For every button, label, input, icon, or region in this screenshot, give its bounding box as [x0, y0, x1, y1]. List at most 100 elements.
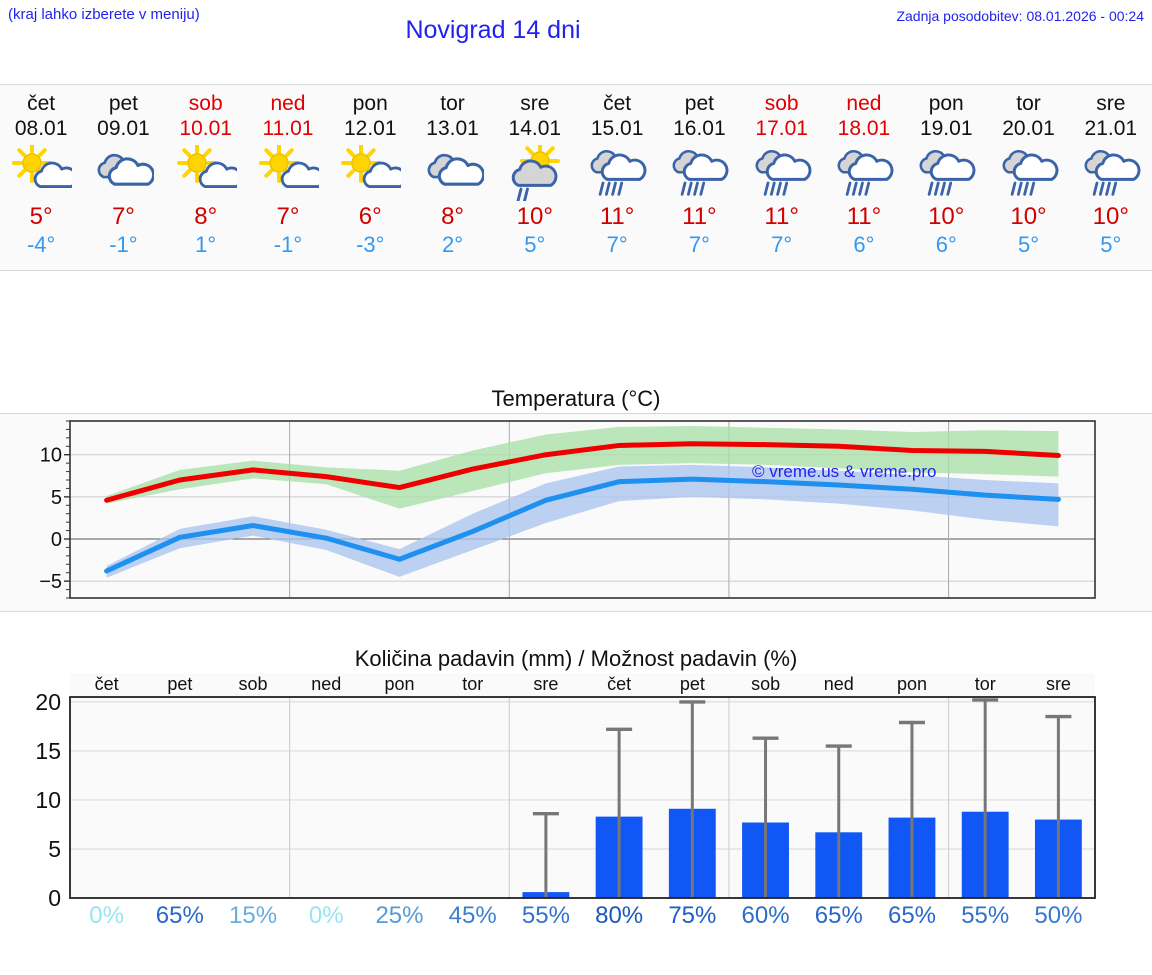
page-title: Novigrad 14 dni	[405, 16, 581, 44]
svg-text:5: 5	[48, 836, 61, 862]
menu-hint-text: (kraj lahko izberete v meniju)	[8, 6, 200, 23]
precip-day-label: čet	[607, 674, 632, 694]
sun-cloud-icon	[247, 143, 329, 203]
svg-text:5: 5	[51, 487, 62, 509]
day-max-temperature: 10°	[928, 203, 965, 230]
day-max-temperature: 11°	[682, 203, 717, 230]
day-max-temperature: 11°	[846, 203, 882, 230]
sun-cloud-icon	[0, 143, 82, 203]
precip-day-label: sob	[238, 674, 268, 694]
day-date: 15.01	[590, 117, 644, 140]
svg-text:10: 10	[40, 445, 62, 467]
precip-day-label: tor	[462, 674, 484, 694]
day-name: sre	[1096, 92, 1126, 115]
day-min-temperature: 6°	[853, 232, 875, 257]
day-date: 20.01	[1002, 117, 1055, 140]
day-column[interactable]: sre 14.01 10° 5°	[494, 85, 576, 270]
day-name: ned	[270, 92, 306, 115]
precip-day-label: sre	[533, 674, 559, 694]
temperature-chart-title: Temperatura (°C)	[491, 386, 661, 411]
day-column[interactable]: tor 13.01 8° 2°	[411, 85, 493, 270]
sun-cloud-rain-icon	[494, 143, 576, 203]
day-name: čet	[603, 92, 632, 115]
day-column[interactable]: čet 08.01 5° -4°	[0, 85, 82, 270]
day-column[interactable]: tor 20.01 10° 5°	[987, 85, 1069, 270]
day-date: 08.01	[14, 117, 68, 140]
temperature-svg: −5 0 5 10	[39, 420, 1096, 599]
svg-text:−5: −5	[39, 571, 62, 593]
cloud-rain-icon	[823, 143, 905, 203]
cloud-rain-icon	[1070, 143, 1152, 203]
day-column[interactable]: ned 11.01 7° -1°	[247, 85, 329, 270]
day-min-temperature: 7°	[606, 232, 628, 257]
precip-day-label: pet	[679, 674, 705, 694]
precip-day-label: čet	[94, 674, 119, 694]
day-date: 11.01	[262, 117, 314, 140]
cloud-icon	[82, 143, 164, 203]
precipitation-probability-row: 0% 65% 15% 0% 25% 45% 55% 80% 75% 60% 65% 65% 55% 50%	[70, 902, 1095, 930]
temperature-chart-canvas: −5 0 5 10	[0, 413, 1152, 610]
precip-probability-label: 60%	[741, 902, 790, 929]
precip-day-label: pon	[384, 674, 415, 694]
day-max-temperature: 5°	[29, 203, 53, 230]
day-column[interactable]: sob 17.01 11° 7°	[741, 85, 823, 270]
day-date: 10.01	[179, 117, 232, 140]
cloud-icon	[411, 143, 493, 203]
day-name: sob	[764, 92, 799, 115]
day-min-temperature: 5°	[524, 232, 546, 257]
day-max-temperature: 6°	[358, 203, 382, 230]
day-date: 19.01	[919, 117, 973, 140]
cloud-rain-icon	[987, 143, 1069, 203]
day-column[interactable]: pon 19.01 10° 6°	[905, 85, 987, 270]
day-min-temperature: 5°	[1100, 232, 1122, 257]
precip-probability-label: 50%	[1034, 902, 1083, 929]
day-date: 21.01	[1084, 117, 1138, 140]
last-update-label: Zadnja posodobitev: 08.01.2026 - 00:24	[896, 8, 1144, 24]
precip-day-label: ned	[823, 674, 854, 694]
precip-day-label: pet	[167, 674, 193, 694]
day-date: 14.01	[508, 117, 562, 140]
day-max-temperature: 8°	[194, 203, 218, 230]
day-column[interactable]: pet 16.01 11° 7°	[658, 85, 740, 270]
day-column[interactable]: ned 18.01 11° 6°	[823, 85, 905, 270]
day-column[interactable]: pet 09.01 7° -1°	[82, 85, 164, 270]
day-max-temperature: 10°	[516, 203, 553, 230]
day-name: ned	[846, 92, 882, 115]
sun-cloud-icon	[165, 143, 247, 203]
day-date: 17.01	[755, 117, 808, 140]
day-column[interactable]: pon 12.01 6° -3°	[329, 85, 411, 270]
day-column[interactable]: sob 10.01 8° 1°	[165, 85, 247, 270]
day-column[interactable]: sre 21.01 10° 5°	[1070, 85, 1152, 270]
day-min-temperature: -4°	[26, 232, 56, 257]
svg-text:15: 15	[35, 738, 61, 764]
day-name: sob	[188, 92, 223, 115]
day-name: pon	[928, 92, 964, 115]
precip-probability-label: 65%	[155, 902, 204, 929]
day-max-temperature: 7°	[111, 203, 135, 230]
svg-text:0: 0	[48, 885, 61, 911]
precip-day-label: tor	[974, 674, 996, 694]
precip-probability-label: 65%	[814, 902, 863, 929]
precip-probability-label: 65%	[887, 902, 937, 929]
day-min-temperature: -1°	[109, 232, 138, 257]
cloud-rain-icon	[905, 143, 987, 203]
day-date: 16.01	[673, 117, 726, 140]
precip-probability-label: 0%	[308, 902, 344, 929]
cloud-rain-icon	[576, 143, 658, 203]
svg-text:0: 0	[51, 529, 62, 551]
day-max-temperature: 10°	[1092, 203, 1129, 230]
day-max-temperature: 11°	[764, 203, 799, 230]
day-min-temperature: -1°	[273, 232, 303, 257]
precip-probability-label: 45%	[448, 902, 497, 929]
precip-probability-label: 15%	[229, 902, 278, 929]
day-max-temperature: 8°	[441, 203, 465, 230]
day-date: 09.01	[97, 117, 150, 140]
precipitation-chart-canvas: 0 5 10 15 20	[0, 673, 1152, 973]
day-name: tor	[1016, 92, 1041, 115]
sun-cloud-icon	[329, 143, 411, 203]
day-name: pet	[108, 92, 139, 115]
day-column[interactable]: čet 15.01 11° 7°	[576, 85, 658, 270]
svg-text:10: 10	[35, 787, 61, 813]
day-name: tor	[440, 92, 465, 115]
